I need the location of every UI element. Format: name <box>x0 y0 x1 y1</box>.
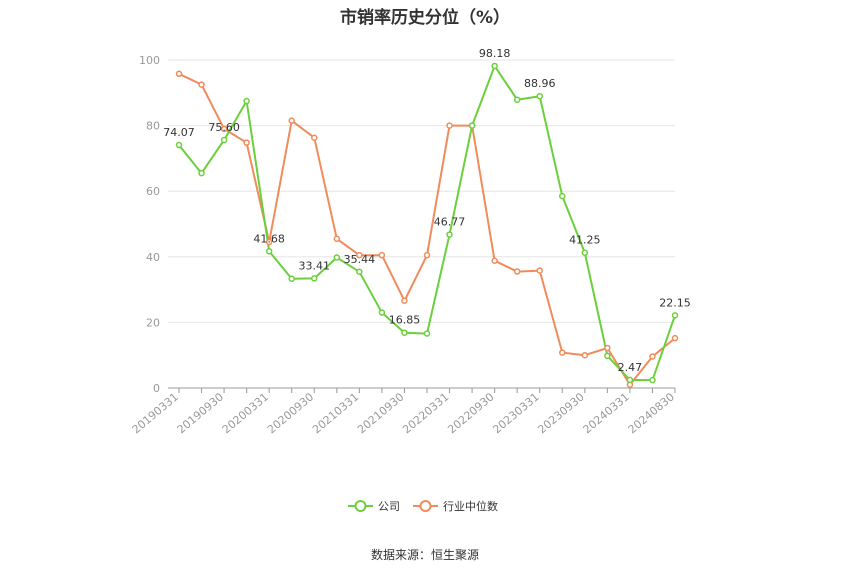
y-tick-label: 60 <box>146 185 160 198</box>
y-tick-label: 80 <box>146 120 160 133</box>
x-tick-label: 20200331 <box>220 390 271 436</box>
data-point <box>649 376 656 384</box>
data-label: 22.15 <box>659 296 691 309</box>
data-point <box>559 349 566 356</box>
data-point <box>536 267 543 274</box>
x-axis: 2019033120190930202003312020093020210331… <box>130 387 677 436</box>
data-point <box>333 235 341 243</box>
data-point <box>356 268 363 276</box>
data-label: 41.68 <box>253 232 285 245</box>
data-label: 98.18 <box>479 47 511 60</box>
data-point <box>175 141 183 149</box>
data-point <box>401 329 408 336</box>
x-tick-label: 20210930 <box>355 390 406 436</box>
legend-label: 公司 <box>378 500 400 513</box>
data-label: 33.41 <box>299 259 331 272</box>
legend-marker <box>419 500 432 512</box>
y-tick-label: 40 <box>146 251 160 264</box>
data-point <box>243 97 250 105</box>
y-tick-label: 20 <box>146 316 160 329</box>
data-label: 46.77 <box>434 216 466 229</box>
data-point <box>175 70 183 78</box>
x-tick-label: 20240331 <box>581 390 632 436</box>
x-tick-label: 20230331 <box>490 390 541 436</box>
data-label: 2.47 <box>618 361 643 374</box>
x-tick-label: 20230930 <box>535 390 586 436</box>
data-point <box>671 334 679 342</box>
legend-label: 行业中位数 <box>443 499 498 513</box>
x-tick-label: 20220930 <box>445 390 496 436</box>
legend-item-1[interactable]: 行业中位数 <box>413 499 498 513</box>
legend-marker <box>354 500 367 512</box>
data-point <box>581 249 589 256</box>
x-tick-label: 20210331 <box>310 390 361 436</box>
data-point <box>243 139 250 146</box>
data-point <box>311 134 318 141</box>
data-point <box>401 297 408 305</box>
series-line-1 <box>178 72 676 386</box>
data-point <box>288 117 295 124</box>
y-tick-label: 0 <box>153 382 160 395</box>
data-point <box>220 125 228 133</box>
data-point <box>288 275 295 283</box>
legend-item-0[interactable]: 公司 <box>348 500 400 513</box>
data-point <box>536 92 543 100</box>
data-point <box>198 169 205 177</box>
x-tick-label: 20190331 <box>130 390 181 436</box>
data-point <box>491 257 498 264</box>
source-note: 数据来源：恒生聚源 <box>370 548 479 562</box>
x-tick-label: 20190930 <box>175 390 226 436</box>
data-point <box>559 192 566 200</box>
data-point <box>333 254 341 261</box>
legend[interactable]: 公司 行业中位数 <box>348 499 498 513</box>
data-point <box>604 352 611 360</box>
data-point <box>491 62 498 70</box>
y-axis: 0 20 40 60 80 100 <box>139 54 160 395</box>
data-point <box>423 330 431 337</box>
data-label: 88.96 <box>524 77 556 90</box>
data-point <box>446 122 453 129</box>
data-point <box>649 353 656 360</box>
data-point <box>265 248 273 255</box>
data-point <box>220 136 228 144</box>
data-label: 74.07 <box>163 126 195 139</box>
y-tick-label: 100 <box>139 54 160 67</box>
data-point <box>671 312 679 319</box>
data-point <box>311 275 318 282</box>
data-point <box>513 268 521 275</box>
series-lines <box>178 65 676 386</box>
data-point <box>581 351 589 359</box>
data-point <box>513 96 521 103</box>
data-label: 35.44 <box>344 253 376 266</box>
data-point <box>378 309 386 316</box>
data-label: 41.25 <box>569 234 601 247</box>
chart-title: 市销率历史分位（%） <box>339 8 511 28</box>
data-point <box>604 344 611 352</box>
data-label: 16.85 <box>389 314 421 327</box>
data-point <box>446 231 453 238</box>
data-point <box>265 238 273 246</box>
data-label: 75.60 <box>208 121 240 134</box>
x-tick-label: 20240830 <box>626 390 677 436</box>
data-labels: 74.07 75.60 41.68 33.41 35.44 16.85 46.77 98.18… <box>163 47 691 374</box>
series-points <box>175 62 679 388</box>
grid-lines <box>168 59 675 323</box>
data-point <box>198 81 205 88</box>
data-point <box>356 251 363 259</box>
x-tick-label: 20220331 <box>400 390 451 436</box>
data-point <box>423 251 431 259</box>
data-point <box>626 376 634 384</box>
x-tick-label: 20200930 <box>265 390 316 436</box>
data-point <box>468 122 476 129</box>
data-point <box>378 251 386 259</box>
